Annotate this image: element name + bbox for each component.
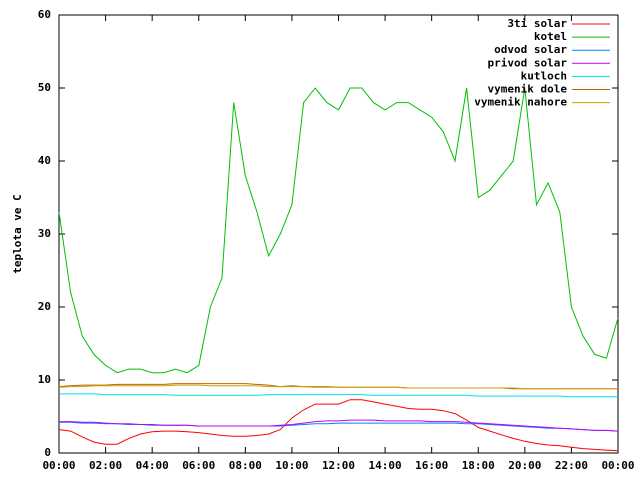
x-tick-label: 00:00 [601,459,634,472]
x-tick-label: 12:00 [322,459,355,472]
y-axis-label: teplota ve C [11,194,24,273]
x-tick-label: 02:00 [89,459,122,472]
series-line [59,393,618,398]
legend-label: 3ti solar [507,17,567,30]
x-tick-label: 18:00 [462,459,495,472]
x-tick-label: 14:00 [369,459,402,472]
y-tick-label: 60 [38,8,51,21]
x-tick-label: 00:00 [42,459,75,472]
series-line [59,421,619,432]
series-line [59,419,619,432]
y-tick-label: 30 [38,227,51,240]
legend-label: vymenik nahore [474,96,567,109]
legend-label: vymenik dole [488,83,568,96]
x-tick-label: 10:00 [275,459,308,472]
y-tick-label: 20 [38,300,51,313]
x-tick-label: 20:00 [508,459,541,472]
y-tick-label: 40 [38,154,51,167]
x-tick-label: 22:00 [555,459,588,472]
x-tick-label: 04:00 [136,459,169,472]
legend-label: privod solar [488,56,568,69]
x-tick-label: 08:00 [229,459,262,472]
x-tick-label: 06:00 [182,459,215,472]
legend-label: odvod solar [494,43,567,56]
series-line [58,87,619,374]
y-tick-label: 50 [38,81,51,94]
legend-label: kotel [534,30,567,43]
y-tick-label: 0 [44,446,51,459]
y-tick-label: 10 [38,373,51,386]
series-line [58,384,618,390]
legend-label: kutloch [521,69,567,82]
x-tick-label: 16:00 [415,459,448,472]
series-line [58,399,619,452]
